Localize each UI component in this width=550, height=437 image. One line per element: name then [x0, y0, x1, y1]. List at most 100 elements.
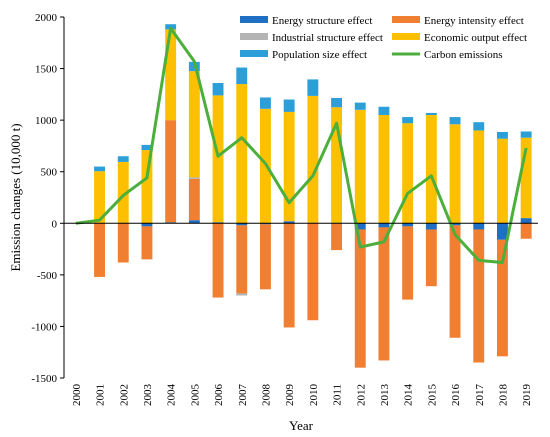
bar-energy-structure-effect-2004: [165, 222, 177, 224]
bar-energy-intensity-effect-2005: [188, 178, 200, 221]
legend-label-economic-output-effect: Economic output effect: [424, 32, 527, 44]
bar-energy-structure-effect-2013: [378, 223, 390, 228]
bar-energy-structure-effect-2019: [520, 218, 532, 224]
x-tick-label: 2007: [237, 384, 249, 407]
x-axis-title: Year: [289, 418, 314, 433]
x-tick-label: 2000: [71, 384, 83, 407]
x-tick-label: 2002: [118, 384, 130, 406]
x-tick-label: 2008: [260, 384, 272, 407]
bar-energy-intensity-effect-2014: [402, 226, 414, 300]
y-tick-label: -500: [37, 270, 58, 282]
bar-energy-structure-effect-2014: [402, 223, 414, 227]
legend: Energy structure effect Energy intensity …: [240, 15, 527, 61]
bar-population-size-effect-2013: [378, 106, 390, 115]
bar-population-size-effect-2015: [425, 112, 437, 115]
bar-energy-intensity-effect-2009: [283, 223, 295, 328]
bar-energy-intensity-effect-2011: [331, 223, 343, 251]
legend-label-energy-structure-effect: Energy structure effect: [272, 15, 372, 27]
bar-economic-output-effect-2009: [283, 111, 295, 222]
bar-economic-output-effect-2018: [496, 138, 508, 224]
bar-energy-structure-effect-2015: [425, 223, 437, 230]
bar-energy-structure-effect-2003: [141, 223, 153, 227]
bar-population-size-effect-2003: [141, 144, 153, 151]
y-tick-label: -1500: [31, 373, 57, 385]
bar-population-size-effect-2016: [449, 117, 461, 125]
bar-economic-output-effect-2013: [378, 114, 390, 224]
y-tick-label: 1000: [35, 115, 58, 127]
bar-population-size-effect-2009: [283, 99, 295, 112]
carbon-emissions-line: [75, 26, 528, 264]
bar-energy-structure-effect-2018: [496, 223, 508, 240]
bar-industrial-structure-effect-2007: [236, 293, 248, 296]
bar-energy-intensity-effect-2004: [165, 120, 177, 223]
bar-economic-output-effect-2019: [520, 137, 532, 219]
bar-economic-output-effect-2011: [331, 107, 343, 223]
bar-energy-intensity-effect-2003: [141, 226, 153, 260]
bar-energy-intensity-effect-2018: [496, 239, 508, 357]
bar-energy-structure-effect-2016: [449, 223, 461, 226]
bar-economic-output-effect-2005: [188, 71, 200, 178]
legend-swatch-industrial-structure-effect: [240, 33, 268, 40]
bar-energy-intensity-effect-2001: [94, 223, 106, 277]
y-tick-label: 1500: [35, 64, 58, 76]
y-tick-label: 500: [41, 167, 58, 179]
bar-energy-intensity-effect-2006: [212, 223, 224, 298]
bar-economic-output-effect-2015: [425, 114, 437, 224]
bar-energy-intensity-effect-2012: [354, 229, 366, 368]
x-tick-label: 2016: [450, 384, 462, 407]
bar-population-size-effect-2002: [117, 156, 129, 162]
x-tick-label: 2001: [95, 384, 107, 406]
bar-energy-intensity-effect-2002: [117, 223, 129, 263]
bar-population-size-effect-2017: [473, 122, 485, 131]
bar-energy-intensity-effect-2010: [307, 223, 319, 321]
legend-label-energy-intensity-effect: Energy intensity effect: [424, 15, 524, 27]
bar-industrial-structure-effect-2005: [188, 177, 200, 179]
y-tick-label: 0: [52, 218, 58, 230]
x-tick-label: 2006: [213, 384, 225, 407]
legend-swatch-energy-structure-effect: [240, 16, 268, 23]
legend-swatch-economic-output-effect: [392, 33, 420, 40]
bar-economic-output-effect-2003: [141, 150, 153, 224]
legend-label-industrial-structure-effect: Industrial structure effect: [272, 32, 383, 44]
bar-economic-output-effect-2014: [402, 123, 414, 224]
bar-economic-output-effect-2010: [307, 95, 319, 223]
legend-label-carbon-emissions: Carbon emissions: [424, 49, 503, 61]
x-tick-label: 2012: [355, 384, 367, 406]
bar-economic-output-effect-2007: [236, 84, 248, 224]
y-axis-ticks: -1500 -1000 -500 0 500 1000 1500 2000: [31, 12, 64, 385]
bar-energy-structure-effect-2006: [212, 222, 224, 224]
x-tick-label: 2004: [166, 384, 178, 407]
bar-energy-intensity-effect-2008: [259, 224, 271, 290]
axes: [63, 17, 538, 378]
y-axis-title: Emission changes (10,000 t): [8, 123, 23, 271]
bar-energy-intensity-effect-2019: [520, 223, 532, 239]
x-tick-label: 2014: [403, 384, 415, 407]
bar-energy-intensity-effect-2007: [236, 225, 248, 294]
bar-energy-structure-effect-2009: [283, 221, 295, 224]
bar-population-size-effect-2012: [354, 102, 366, 110]
bar-population-size-effect-2014: [402, 117, 414, 124]
x-tick-label: 2011: [332, 384, 344, 406]
bar-energy-structure-effect-2017: [473, 223, 485, 230]
bar-population-size-effect-2010: [307, 79, 319, 96]
x-tick-label: 2013: [379, 384, 391, 407]
bar-population-size-effect-2011: [331, 97, 343, 108]
bar-energy-structure-effect-2005: [188, 220, 200, 224]
x-tick-label: 2005: [189, 384, 201, 407]
bar-economic-output-effect-2002: [117, 161, 129, 223]
bar-energy-intensity-effect-2013: [378, 227, 390, 361]
bar-energy-structure-effect-2007: [236, 223, 248, 226]
bar-economic-output-effect-2006: [212, 95, 224, 223]
legend-swatch-energy-intensity-effect: [392, 16, 420, 23]
bar-economic-output-effect-2016: [449, 124, 461, 224]
legend-label-population-size-effect: Population size effect: [272, 49, 367, 61]
x-axis-ticks: 2000 2001 2002 2003 2004 2005 2006 2007 2008 2009…: [71, 384, 533, 407]
x-tick-label: 2015: [426, 384, 438, 407]
legend-swatch-population-size-effect: [240, 50, 268, 57]
bar-energy-structure-effect-2012: [354, 223, 366, 230]
bar-economic-output-effect-2017: [473, 130, 485, 224]
bar-population-size-effect-2008: [259, 97, 271, 109]
bar-population-size-effect-2018: [496, 132, 508, 139]
bar-economic-output-effect-2012: [354, 109, 366, 224]
